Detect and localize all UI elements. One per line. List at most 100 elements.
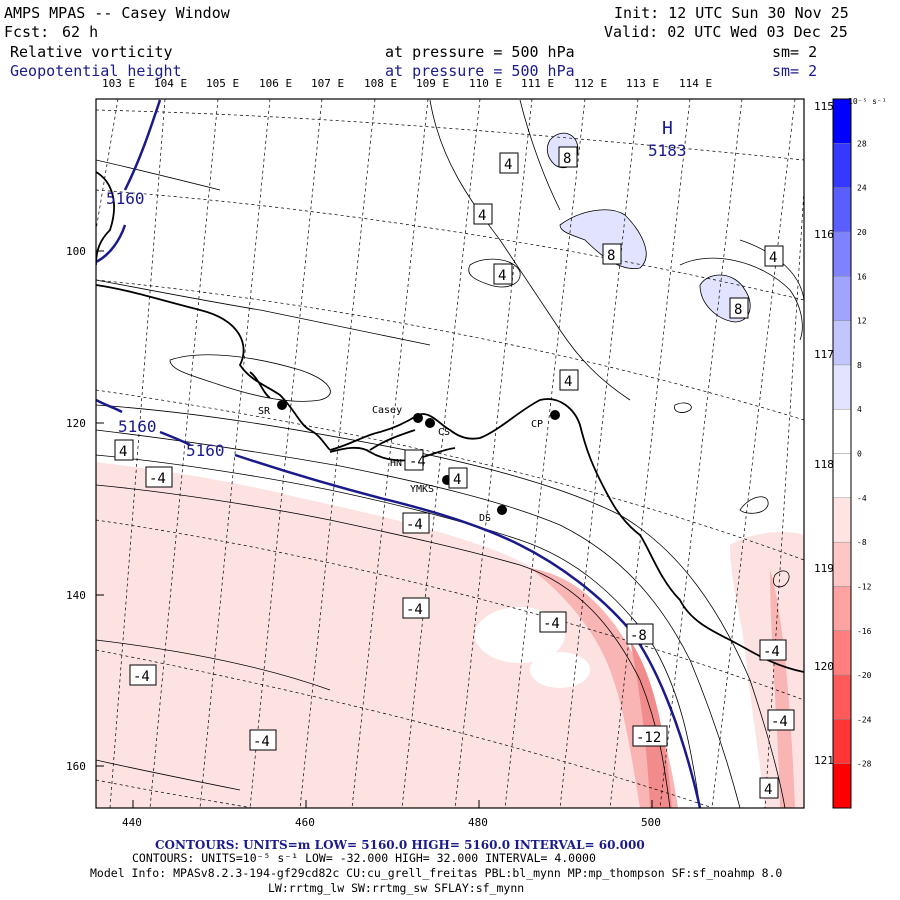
station-label: Casey <box>372 405 402 416</box>
forecast-label: Fcst: <box>4 23 50 41</box>
svg-text:-12: -12 <box>636 730 661 746</box>
x-tick-label: 440 <box>122 816 142 829</box>
y-tick-label: 140 <box>66 589 86 602</box>
colorbar-swatch <box>832 497 852 543</box>
svg-text:4: 4 <box>453 472 461 488</box>
lon-label: 104 E <box>154 77 188 90</box>
vorticity-label-box: 4 <box>764 245 784 267</box>
colorbar-tick-label: -20 <box>857 671 872 680</box>
forecast-hour: 62 h <box>62 23 99 41</box>
field1-name: Relative vorticity <box>10 43 173 61</box>
negative-vorticity-core <box>530 568 678 808</box>
svg-text:4: 4 <box>564 374 572 390</box>
colorbar-swatch <box>832 231 852 277</box>
vorticity-label-box: -4 <box>404 449 426 471</box>
colorbar-swatch <box>832 320 852 366</box>
colorbar-tick-label: 24 <box>857 184 867 193</box>
y-tick-label: 160 <box>66 760 86 773</box>
svg-text:-4: -4 <box>149 471 166 487</box>
lon-label: 113 E <box>626 77 660 90</box>
colorbar-tick-label: 16 <box>857 272 867 281</box>
x-tick-label: 480 <box>468 816 488 829</box>
valid-time: Valid: 02 UTC Wed 03 Dec 25 <box>604 23 848 41</box>
lon-label: 106 E <box>259 77 293 90</box>
svg-text:-8: -8 <box>630 628 647 644</box>
model-info-line2: LW:rrtmg_lw SW:rrtmg_sw SFLAY:sf_mynn <box>268 881 525 895</box>
lon-label: 109 E <box>416 77 450 90</box>
y-tick-label: 120 <box>66 417 86 430</box>
height-contour-label: 5160 <box>186 441 225 460</box>
svg-text:8: 8 <box>607 248 615 264</box>
vorticity-label-box: -4 <box>402 597 430 619</box>
field2-name: Geopotential height <box>10 62 182 80</box>
colorbar-swatch <box>832 719 852 764</box>
colorbar-swatch <box>832 187 852 233</box>
colorbar-swatch <box>832 364 852 410</box>
x-tick-label: 500 <box>641 816 661 829</box>
colorbar-frame <box>832 98 852 809</box>
station-cs-dot <box>425 418 435 428</box>
plot-frame <box>95 98 805 809</box>
colorbar-swatch <box>832 674 852 720</box>
svg-text:-4: -4 <box>543 616 560 632</box>
vorticity-label-box: -4 <box>249 729 277 751</box>
height-contour-info: CONTOURS: UNITS=m LOW= 5160.0 HIGH= 5160… <box>155 838 645 852</box>
negative-vorticity-region <box>96 700 380 808</box>
colorbar-swatch <box>832 541 852 587</box>
axis-ticks <box>96 250 653 808</box>
lat-lon-grid <box>96 99 804 808</box>
svg-text:-4: -4 <box>406 517 423 533</box>
colorbar-tick-label: -12 <box>857 582 872 591</box>
field1-smoothing: sm= 2 <box>772 43 818 61</box>
svg-text:4: 4 <box>478 208 486 224</box>
vorticity-label-box: 4 <box>473 203 493 225</box>
vorticity-contours <box>96 99 804 808</box>
model-info-line1: Model Info: MPASv8.2.3-194-gf29cd82c CU:… <box>90 866 783 880</box>
high-marker: H <box>662 118 673 139</box>
station-label: HN <box>390 458 402 469</box>
colorbar-swatch <box>832 453 852 499</box>
station-cp-dot <box>550 410 560 420</box>
positive-vorticity-region <box>559 209 647 269</box>
svg-text:-4: -4 <box>406 602 423 618</box>
lon-label: 105 E <box>206 77 240 90</box>
svg-text:4: 4 <box>769 250 777 266</box>
neutral-region <box>530 652 590 688</box>
field2-level: at pressure = 500 hPa <box>385 62 575 80</box>
lon-label: 110 E <box>469 77 503 90</box>
vorticity-label-box: -8 <box>626 623 654 645</box>
station-label: CP <box>531 419 543 430</box>
coastline <box>96 171 804 673</box>
vorticity-label-box: -4 <box>402 512 430 534</box>
station-label: DS <box>479 513 491 524</box>
svg-text:4: 4 <box>119 444 127 460</box>
vorticity-label-box: 4 <box>559 369 579 391</box>
colorbar-tick-label: 20 <box>857 228 867 237</box>
lon-label: 111 E <box>521 77 555 90</box>
svg-text:4: 4 <box>498 268 506 284</box>
colorbar-tick-label: 4 <box>857 405 862 414</box>
height-contour-label: 5160 <box>118 417 157 436</box>
svg-text:-4: -4 <box>409 454 426 470</box>
field2-smoothing: sm= 2 <box>772 62 818 80</box>
station-ds-dot <box>497 505 507 515</box>
colorbar-tick-label: -4 <box>857 494 867 503</box>
colorbar-tick-label: 12 <box>857 317 867 326</box>
vorticity-label-box: -4 <box>767 709 795 731</box>
colorbar-swatch <box>832 763 852 809</box>
svg-text:4: 4 <box>504 157 512 173</box>
svg-text:-4: -4 <box>253 734 270 750</box>
negative-vorticity-region <box>96 462 665 808</box>
vorticity-label-box: -4 <box>145 466 173 488</box>
vorticity-label-box: 4 <box>759 777 779 799</box>
svg-text:-4: -4 <box>771 714 788 730</box>
field1-level: at pressure = 500 hPa <box>385 43 575 61</box>
vorticity-label-box: 4 <box>499 152 519 174</box>
colorbar-tick-label: -16 <box>857 627 872 636</box>
colorbar-swatch <box>832 408 852 454</box>
geopotential-height-contours <box>96 99 702 808</box>
lon-label: 114 E <box>679 77 713 90</box>
vorticity-label-box: 8 <box>729 297 749 319</box>
vorticity-label-box: -4 <box>129 664 157 686</box>
colorbar-tick-label: 0 <box>857 450 862 459</box>
